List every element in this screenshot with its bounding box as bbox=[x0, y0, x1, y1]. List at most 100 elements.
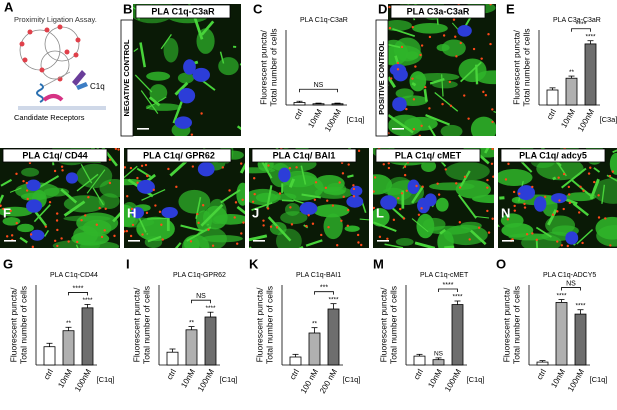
puncta bbox=[117, 148, 119, 150]
puncta bbox=[388, 162, 390, 164]
puncta bbox=[26, 182, 28, 184]
scale-bar bbox=[4, 240, 16, 242]
significance: **** bbox=[82, 297, 93, 304]
puncta bbox=[415, 185, 417, 187]
puncta bbox=[401, 192, 403, 194]
x-tick-label: 10nM bbox=[559, 107, 577, 129]
process bbox=[286, 247, 303, 257]
nucleus bbox=[26, 199, 42, 212]
puncta bbox=[581, 242, 583, 244]
puncta bbox=[267, 207, 269, 209]
x-tick-label: ctrl bbox=[292, 107, 305, 121]
cell-body bbox=[245, 189, 281, 205]
puncta bbox=[289, 206, 291, 208]
chart-title: PLA C1q-ADCY5 bbox=[543, 272, 596, 279]
puncta bbox=[115, 148, 117, 150]
puncta bbox=[307, 214, 309, 216]
puncta bbox=[589, 167, 591, 169]
x-axis-label: [C3a] bbox=[600, 115, 617, 124]
puncta bbox=[567, 245, 569, 247]
x-tick-label: 10nM bbox=[179, 367, 197, 389]
cell-body bbox=[202, 235, 243, 242]
puncta bbox=[420, 207, 422, 209]
puncta bbox=[27, 198, 29, 200]
x-tick-label: 100nM bbox=[323, 107, 343, 133]
puncta bbox=[467, 117, 469, 119]
puncta bbox=[604, 217, 606, 219]
x-tick-label: 200 nM bbox=[318, 367, 339, 395]
cell-body bbox=[456, 180, 491, 198]
x-tick-label: 100nM bbox=[73, 367, 93, 393]
puncta bbox=[103, 229, 105, 231]
panel-label: A bbox=[4, 0, 14, 14]
puncta bbox=[403, 217, 405, 219]
puncta bbox=[54, 170, 56, 172]
puncta bbox=[459, 221, 461, 223]
puncta bbox=[544, 196, 546, 198]
puncta bbox=[421, 185, 423, 187]
puncta bbox=[253, 177, 255, 179]
puncta bbox=[136, 177, 138, 179]
puncta bbox=[262, 224, 264, 226]
bar bbox=[452, 305, 463, 365]
puncta bbox=[60, 237, 62, 239]
puncta bbox=[455, 55, 457, 57]
puncta bbox=[191, 133, 193, 135]
puncta bbox=[267, 164, 269, 166]
nucleus bbox=[161, 207, 177, 218]
panel-label: D bbox=[378, 1, 387, 16]
bracket-label: **** bbox=[576, 22, 587, 29]
image-title: PLA C1q/ BAI1 bbox=[273, 150, 336, 160]
puncta bbox=[314, 199, 316, 201]
puncta bbox=[513, 191, 515, 193]
puncta bbox=[441, 103, 443, 105]
scale-bar bbox=[377, 240, 389, 242]
puncta bbox=[16, 222, 18, 224]
puncta bbox=[513, 205, 515, 207]
puncta bbox=[579, 186, 581, 188]
y-axis-label: Total number of cells bbox=[521, 29, 531, 107]
puncta bbox=[397, 68, 399, 70]
puncta bbox=[45, 225, 47, 227]
y-axis-label: Total number of cells bbox=[264, 286, 274, 364]
puncta bbox=[336, 244, 338, 246]
puncta bbox=[568, 186, 570, 188]
puncta bbox=[421, 44, 423, 46]
x-tick-label: 10nM bbox=[549, 367, 567, 389]
puncta bbox=[383, 163, 385, 165]
puncta bbox=[279, 192, 281, 194]
image-title: PLA C1q/ cMET bbox=[395, 150, 462, 160]
y-axis-label: Total number of cells bbox=[388, 286, 398, 364]
nucleus bbox=[30, 230, 45, 241]
x-tick-label: ctrl bbox=[42, 367, 55, 381]
puncta bbox=[320, 234, 322, 236]
puncta bbox=[96, 224, 98, 226]
bar bbox=[433, 360, 444, 365]
y-axis-label: Fluorescent puncta/ bbox=[131, 287, 141, 362]
puncta bbox=[404, 174, 406, 176]
bar bbox=[566, 78, 577, 105]
schematic-title: Proximity Ligation Assay. bbox=[14, 15, 97, 24]
x-axis-label: [C1q] bbox=[347, 115, 365, 124]
bracket bbox=[572, 29, 591, 32]
puncta bbox=[379, 236, 381, 238]
puncta bbox=[491, 148, 493, 150]
x-tick-label: 100nM bbox=[196, 367, 216, 393]
puncta bbox=[536, 239, 538, 241]
process bbox=[412, 83, 415, 85]
nucleus bbox=[346, 196, 363, 208]
puncta bbox=[389, 27, 391, 29]
puncta bbox=[486, 210, 488, 212]
puncta bbox=[358, 150, 360, 152]
process bbox=[203, 142, 204, 149]
nucleus bbox=[551, 193, 567, 203]
x-axis-label: [C1q] bbox=[467, 375, 485, 384]
puncta bbox=[347, 225, 349, 227]
puncta bbox=[32, 246, 34, 248]
significance: ** bbox=[569, 69, 575, 76]
puncta bbox=[568, 193, 570, 195]
panel-label: B bbox=[123, 1, 132, 16]
